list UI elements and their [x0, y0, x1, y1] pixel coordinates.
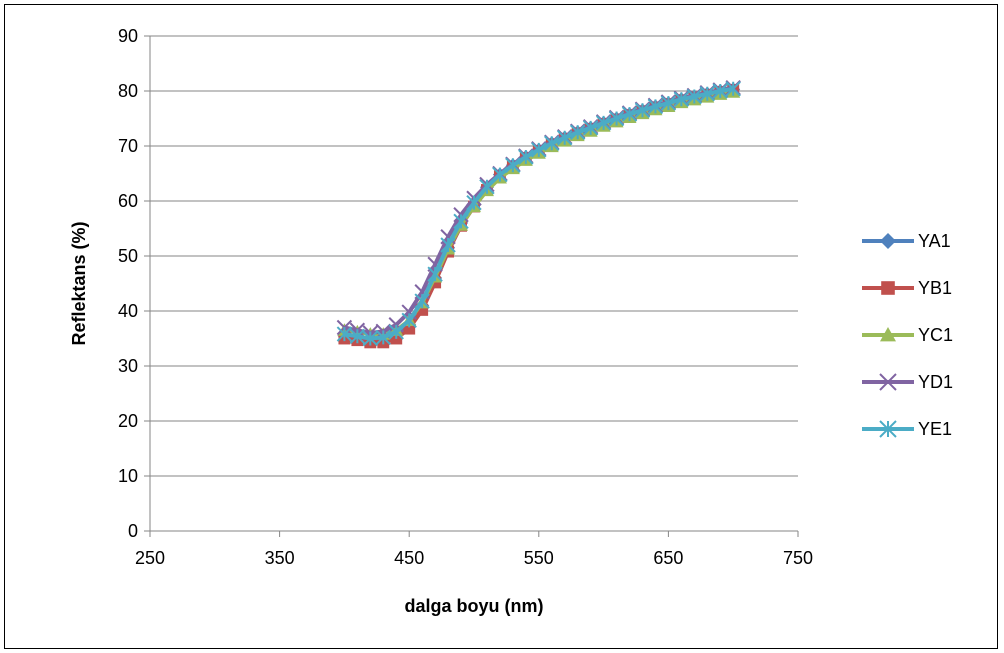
marker-asterisk — [518, 149, 534, 165]
marker-asterisk — [660, 95, 677, 111]
x-tick-labels: 250 350 450 550 650 750 — [135, 548, 813, 568]
marker-asterisk — [336, 326, 353, 342]
marker-asterisk — [712, 83, 728, 99]
y-tick-label: 90 — [118, 26, 138, 46]
legend-item: YC1 — [862, 325, 953, 345]
marker-asterisk — [349, 328, 366, 345]
marker-asterisk — [879, 420, 897, 438]
marker-asterisk — [582, 120, 599, 136]
marker-asterisk — [388, 324, 404, 340]
marker-square — [416, 303, 429, 316]
legend: YA1 YB1 YC1 YD1 YE1 — [862, 231, 953, 439]
axes — [144, 35, 799, 537]
marker-asterisk — [647, 98, 664, 115]
series-layer — [336, 79, 741, 349]
marker-asterisk — [557, 130, 573, 146]
legend-label: YA1 — [918, 231, 951, 251]
marker-asterisk — [492, 166, 508, 183]
y-tick-labels: 0 10 20 30 40 50 60 70 80 90 — [118, 26, 138, 541]
y-tick-label: 10 — [118, 466, 138, 486]
x-tick-label: 550 — [524, 548, 554, 568]
series-line — [343, 85, 734, 335]
y-tick-label: 80 — [118, 81, 138, 101]
marker-asterisk — [427, 266, 443, 282]
x-axis-title: dalga boyu (nm) — [405, 596, 544, 616]
series-line — [344, 87, 734, 342]
marker-asterisk — [544, 135, 560, 151]
y-tick-label: 30 — [118, 356, 138, 376]
marker-asterisk — [608, 110, 625, 127]
marker-asterisk — [686, 88, 703, 105]
marker-asterisk — [401, 312, 417, 329]
y-tick-label: 50 — [118, 246, 138, 266]
y-tick-label: 20 — [118, 411, 138, 431]
marker-asterisk — [634, 102, 651, 118]
series-ye1 — [336, 81, 741, 347]
legend-item: YB1 — [862, 278, 952, 298]
marker-asterisk — [466, 194, 482, 211]
x-tick-label: 250 — [135, 548, 165, 568]
chart-frame: 0 10 20 30 40 50 60 70 80 90 250 350 450 550 650 750 R… — [4, 4, 998, 649]
x-tick-label: 750 — [783, 548, 813, 568]
marker-asterisk — [505, 157, 521, 173]
legend-item: YD1 — [862, 372, 953, 392]
marker-asterisk — [699, 86, 715, 102]
marker-asterisk — [479, 178, 495, 195]
x-tick-label: 650 — [653, 548, 683, 568]
y-tick-label: 0 — [128, 521, 138, 541]
legend-label: YB1 — [918, 278, 952, 298]
marker-asterisk — [440, 237, 456, 253]
marker-diamond — [880, 233, 896, 249]
marker-asterisk — [595, 115, 612, 131]
legend-item: YE1 — [862, 419, 952, 439]
series-ya1 — [337, 82, 741, 347]
marker-x — [879, 373, 897, 391]
marker-asterisk — [531, 142, 547, 158]
legend-label: YE1 — [918, 419, 952, 439]
marker-asterisk — [375, 329, 391, 346]
legend-label: YD1 — [918, 372, 953, 392]
y-tick-label: 40 — [118, 301, 138, 321]
marker-asterisk — [414, 293, 430, 309]
marker-asterisk — [673, 91, 690, 107]
marker-square — [403, 322, 416, 335]
legend-label: YC1 — [918, 325, 953, 345]
marker-triangle — [880, 327, 896, 342]
marker-asterisk — [569, 124, 586, 140]
marker-asterisk — [362, 330, 379, 347]
y-axis-title: Reflektans (%) — [69, 221, 89, 345]
x-tick-label: 350 — [265, 548, 295, 568]
legend-item: YA1 — [862, 231, 951, 251]
series-line — [344, 86, 734, 341]
x-tick-label: 450 — [394, 548, 424, 568]
series-yb1 — [338, 83, 740, 349]
y-tick-label: 70 — [118, 136, 138, 156]
marker-asterisk — [621, 106, 638, 122]
marker-asterisk — [453, 213, 469, 230]
series-line — [344, 87, 734, 345]
y-tick-label: 60 — [118, 191, 138, 211]
marker-asterisk — [725, 81, 741, 97]
series-yc1 — [337, 85, 741, 340]
marker-square — [881, 281, 895, 295]
series-yd1 — [336, 79, 741, 341]
series-line — [344, 90, 734, 337]
chart-svg: 0 10 20 30 40 50 60 70 80 90 250 350 450 550 650 750 R… — [69, 26, 953, 616]
